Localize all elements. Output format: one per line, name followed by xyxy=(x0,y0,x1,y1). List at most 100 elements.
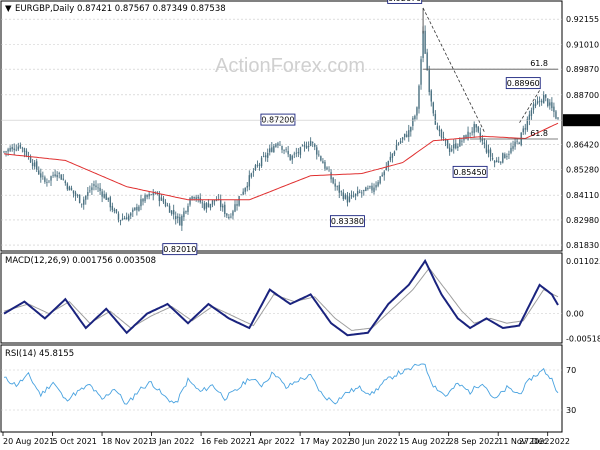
candle-body xyxy=(23,148,26,153)
x-tick-label: 5 Oct 2021 xyxy=(53,437,97,446)
candle-body xyxy=(111,205,114,211)
candle-body xyxy=(285,149,287,151)
x-tick-label: 28 Sep 2022 xyxy=(449,437,500,446)
price-tick-label: 0.82980 xyxy=(566,216,599,225)
candle-body xyxy=(211,200,214,205)
candle-body xyxy=(485,144,488,153)
chart-title: EURGBP,Daily 0.87421 0.87567 0.87349 0.8… xyxy=(15,4,226,14)
candle-body xyxy=(31,162,34,167)
x-tick-label: 17 May 2022 xyxy=(300,437,352,446)
candle-body xyxy=(179,217,181,226)
candle-body xyxy=(164,202,167,207)
candle-body xyxy=(33,162,36,167)
candle-body xyxy=(138,206,140,211)
candle-body xyxy=(142,198,144,202)
candle-body xyxy=(103,194,105,198)
candle-body xyxy=(538,100,541,102)
candle-body xyxy=(101,191,103,197)
candle-body xyxy=(19,144,22,148)
candle-body xyxy=(500,161,502,163)
candle-body xyxy=(477,126,479,132)
price-tick-label: 0.92155 xyxy=(566,15,599,24)
price-annotation-box xyxy=(452,165,488,178)
candle-body xyxy=(495,160,498,163)
candle-body xyxy=(532,104,535,110)
current-price-label: 0.87538 xyxy=(566,116,599,125)
candle-body xyxy=(130,213,132,216)
candle-body xyxy=(228,216,230,219)
candle-body xyxy=(128,215,130,221)
candle-body xyxy=(136,206,138,211)
candle-body xyxy=(93,184,95,186)
trend-lines xyxy=(422,7,540,133)
candle-body xyxy=(322,161,324,164)
candle-body xyxy=(48,180,50,182)
candle-body xyxy=(197,196,199,199)
candle-body xyxy=(512,146,514,149)
candle-body xyxy=(524,128,526,130)
candle-body xyxy=(314,144,316,147)
candle-body xyxy=(430,90,432,102)
candle-body xyxy=(473,124,475,133)
candle-body xyxy=(154,193,156,195)
price-tick-label: 0.86420 xyxy=(566,141,599,150)
candle-body xyxy=(207,203,210,208)
candle-body xyxy=(489,149,492,157)
candle-body xyxy=(438,129,441,132)
candle-body xyxy=(25,150,28,156)
x-tick-label: 30 Jun 2022 xyxy=(350,437,398,446)
candle-body xyxy=(403,133,406,138)
macd-tick-label: 0.011023 xyxy=(566,257,600,266)
candle-body xyxy=(498,161,500,163)
candle-body xyxy=(395,144,398,151)
candle-body xyxy=(342,192,345,200)
candle-body xyxy=(230,216,232,218)
rsi-line xyxy=(1,363,562,411)
candle-body xyxy=(273,146,275,153)
price-tick-label: 0.85280 xyxy=(566,166,599,175)
candle-body xyxy=(410,127,412,132)
candle-body xyxy=(260,157,263,167)
candle-body xyxy=(140,199,142,207)
candle-body xyxy=(475,124,477,128)
candle-body xyxy=(493,160,496,163)
candle-body xyxy=(262,156,265,157)
candle-body xyxy=(318,154,320,156)
macd-lines xyxy=(1,258,562,337)
candle-body xyxy=(203,203,206,210)
candle-body xyxy=(170,210,173,215)
candle-body xyxy=(152,193,154,196)
candle-body xyxy=(542,95,545,104)
candle-body xyxy=(224,204,226,214)
candle-body xyxy=(99,187,101,192)
candle-body xyxy=(436,126,439,130)
candle-body xyxy=(483,142,486,145)
candle-body xyxy=(244,187,246,192)
candle-body xyxy=(246,185,248,188)
dropdown-arrow-icon[interactable]: ▼ xyxy=(5,4,12,14)
rsi-tick-label: 30 xyxy=(566,406,576,415)
candle-body xyxy=(189,197,191,205)
candle-body xyxy=(528,114,531,121)
candle-body xyxy=(275,144,277,147)
price-annotation-label: 0.92670 xyxy=(388,0,421,3)
candle-body xyxy=(385,167,387,170)
candle-body xyxy=(450,149,453,151)
candle-body xyxy=(504,154,506,159)
candle-body xyxy=(401,137,404,140)
candle-body xyxy=(340,191,343,193)
candle-body xyxy=(209,203,212,208)
fib-levels: 61.8 61.8 xyxy=(423,59,558,140)
candle-body xyxy=(534,103,537,106)
candle-body xyxy=(70,187,73,191)
candle-body xyxy=(132,209,134,212)
x-tick-label: 1 Apr 2022 xyxy=(251,437,295,446)
rsi-title: RSI(14) 45.8155 xyxy=(5,349,74,359)
trend-line-down xyxy=(422,7,485,133)
moving-average xyxy=(3,122,559,201)
fib-label: 61.8 xyxy=(530,129,548,138)
candle-body xyxy=(5,151,7,153)
watermark: ActionForex.com xyxy=(215,55,365,77)
x-tick-label: 15 Aug 2022 xyxy=(399,437,450,446)
candle-body xyxy=(330,172,332,180)
